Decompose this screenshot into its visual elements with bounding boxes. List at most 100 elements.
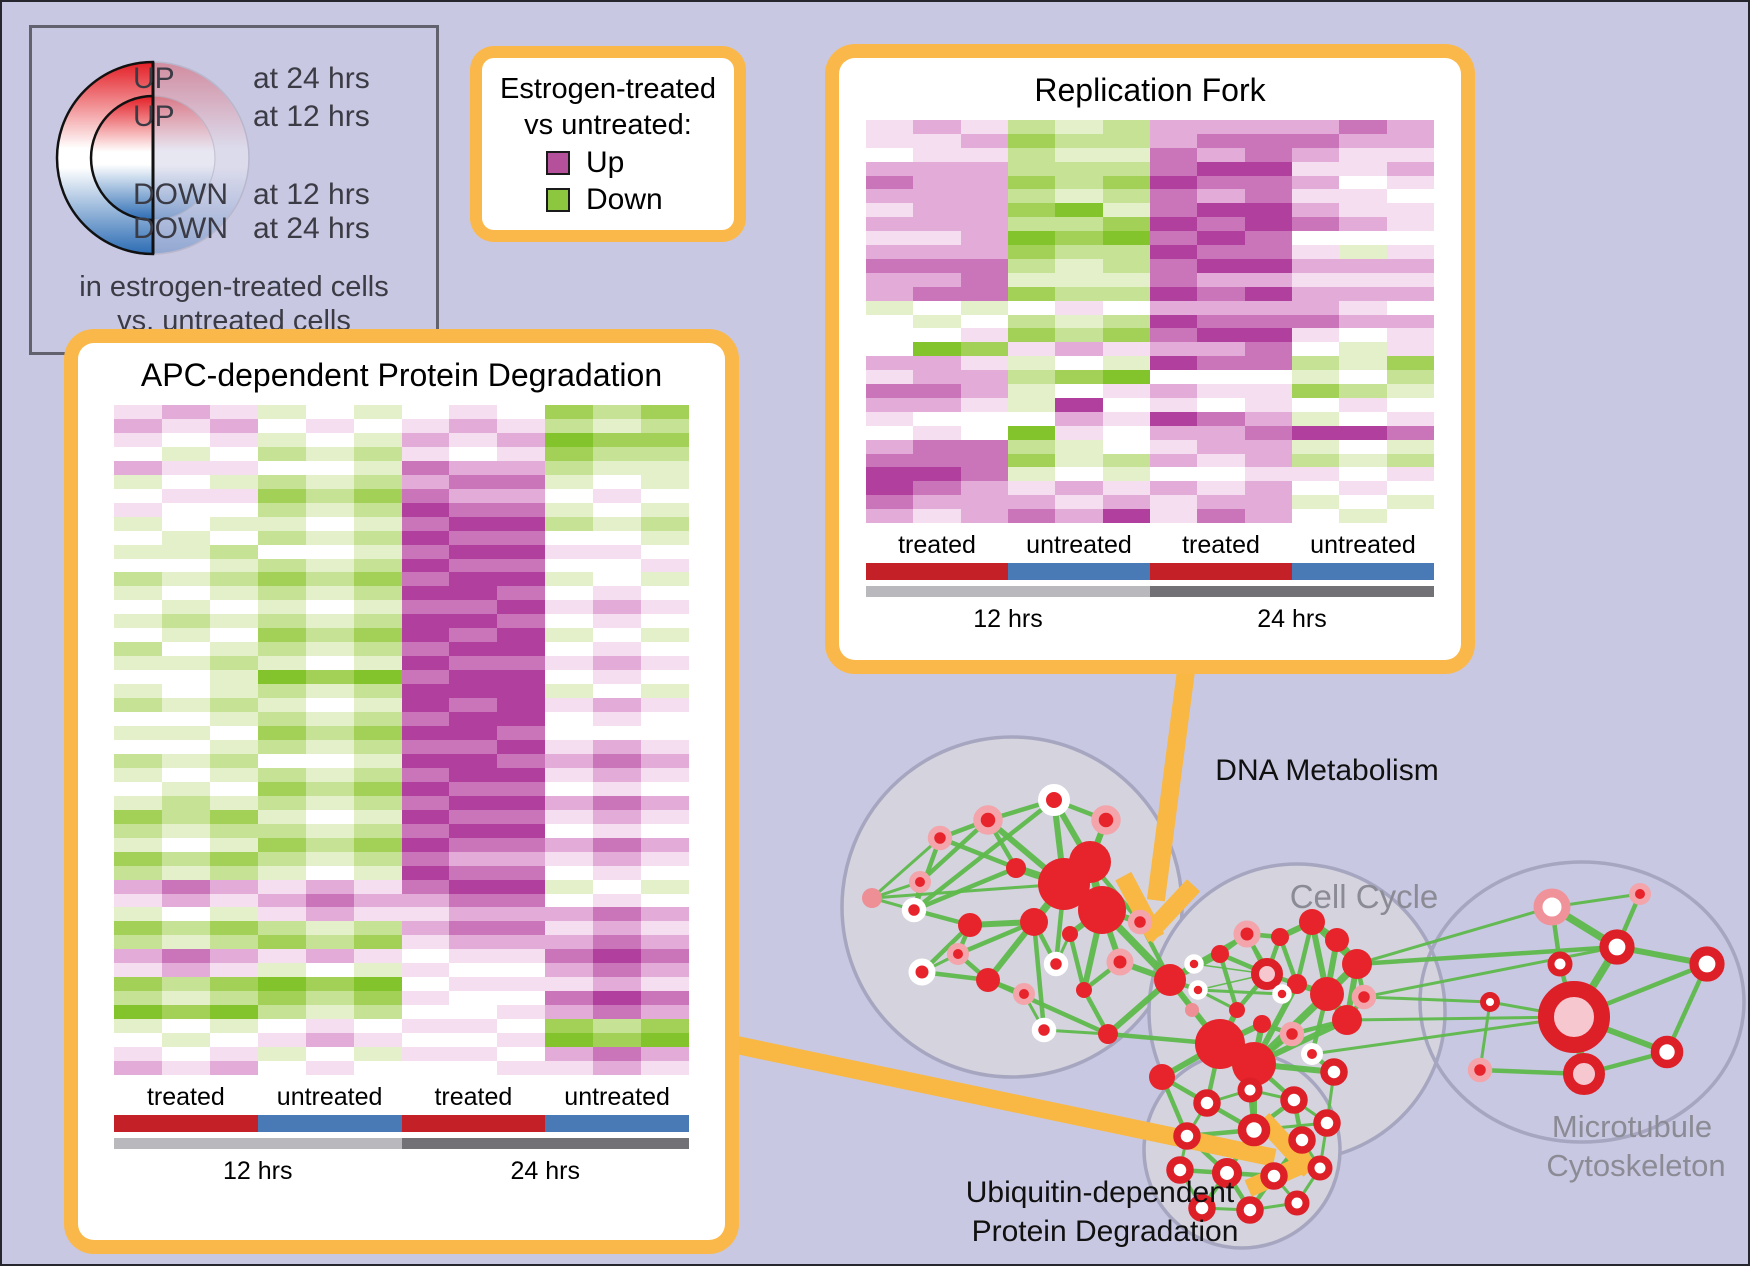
heatmap-cell (161, 907, 210, 922)
network-edge (1363, 945, 1618, 999)
heatmap-cell (209, 823, 258, 838)
heatmap-cell (209, 405, 258, 419)
heatmap-cell (401, 753, 450, 768)
heatmap-cell (1197, 300, 1245, 315)
heatmap-cell (1149, 467, 1198, 482)
heatmap-cell (545, 767, 594, 782)
heatmap-cell (545, 935, 594, 950)
heatmap-cell (913, 439, 961, 454)
heatmap-cell (1007, 495, 1056, 510)
heatmap-cell (1007, 342, 1056, 357)
track-12hrs (866, 586, 1150, 597)
heatmap-cell (1055, 425, 1103, 440)
heatmap-cell (257, 712, 306, 727)
heatmap-cell (545, 781, 594, 796)
legend-word: DOWN (133, 212, 228, 245)
heatmap-cell (114, 642, 162, 657)
heatmap-cell (114, 488, 162, 503)
heatmap-cell (257, 586, 306, 601)
heatmap-cell (401, 851, 450, 866)
network-node-whitering (1188, 980, 1208, 1000)
time-labels-row: 12 hrs 24 hrs (866, 605, 1434, 634)
heatmap-cell (1197, 120, 1245, 134)
network-node-solid (1287, 974, 1307, 994)
heatmap-cell (1197, 384, 1245, 398)
heatmap-cell (641, 698, 689, 713)
heatmap-cell (257, 851, 306, 866)
network-edge (913, 865, 1017, 913)
heatmap-cell (114, 963, 162, 978)
heatmap-cell (641, 712, 689, 727)
heatmap-cell (1386, 203, 1434, 218)
heatmap-cell (545, 544, 594, 559)
heatmap-cell (401, 474, 450, 489)
network-edge (1217, 953, 1240, 1011)
heatmap-cell (449, 1061, 498, 1075)
heatmap-cell (641, 1005, 689, 1020)
heatmap-cell (1339, 370, 1387, 385)
heatmap-cell (1197, 356, 1245, 371)
heatmap-cell (1197, 495, 1245, 510)
heatmap-cell (305, 712, 354, 727)
heatmap-cell (866, 147, 914, 162)
heatmap-cell (1244, 258, 1292, 273)
heatmap-cell (1007, 175, 1056, 190)
heatmap-cell (257, 907, 306, 922)
heatmap-cell (866, 453, 914, 468)
heatmap-cell (960, 495, 1008, 510)
heatmap-cell (353, 1005, 402, 1020)
heatmap-cell (257, 600, 306, 615)
heatmap-cell (449, 809, 498, 824)
heatmap-cell (1149, 481, 1198, 496)
heatmap-cell (449, 851, 498, 866)
network-label: Ubiquitin-dependent (966, 1176, 1235, 1209)
heatmap-cell (1007, 161, 1056, 176)
network-node-whitering (1043, 951, 1069, 977)
heatmap-cell (209, 446, 258, 461)
up-label: Up (586, 146, 625, 179)
heatmap-cell (449, 418, 498, 433)
heatmap-cell (1339, 147, 1387, 162)
heatmap-cell (401, 642, 450, 657)
heatmap-cell (497, 893, 546, 908)
heatmap-cell (114, 809, 162, 824)
track-12hrs (114, 1138, 402, 1149)
heatmap-cell (866, 509, 914, 523)
heatmap-cell (1007, 328, 1056, 343)
heatmap-cell (1339, 397, 1387, 412)
heatmap-cell (449, 474, 498, 489)
heatmap-cell (497, 991, 546, 1006)
heatmap-cell (1149, 161, 1198, 176)
heatmap-cell (1102, 356, 1150, 371)
network-node-ring (1211, 1157, 1243, 1189)
heatmap-cell (1007, 411, 1056, 426)
network-node-ring (1188, 1194, 1216, 1222)
heatmap-cell (161, 698, 210, 713)
heatmap-cell (960, 300, 1008, 315)
heatmap-cell (449, 893, 498, 908)
network-node-solid (1229, 1002, 1245, 1018)
heatmap-cell (161, 1033, 210, 1048)
heatmap-cell (1339, 314, 1387, 329)
heatmap-cell (401, 1061, 450, 1075)
network-node-solid (1062, 926, 1078, 942)
network-node-solid (1253, 1015, 1271, 1033)
heatmap-cell (641, 488, 689, 503)
heatmap-cell (593, 502, 642, 517)
heatmap-cell (1007, 272, 1056, 287)
heatmap-cell (1386, 370, 1434, 385)
heatmap-cell (161, 991, 210, 1006)
heatmap-cell (960, 481, 1008, 496)
heatmap-cell (1007, 217, 1056, 232)
heatmap-cell (545, 851, 594, 866)
heatmap-cell (866, 370, 914, 385)
heatmap-cell (641, 642, 689, 657)
heatmap-cell (353, 698, 402, 713)
heatmap-cell (305, 432, 354, 447)
heatmap-cell (114, 1047, 162, 1062)
heatmap-cell (449, 670, 498, 685)
heatmap-cell (161, 823, 210, 838)
network-edge (871, 836, 941, 900)
network-node-ring (1237, 1077, 1263, 1103)
heatmap-cell (1007, 231, 1056, 246)
